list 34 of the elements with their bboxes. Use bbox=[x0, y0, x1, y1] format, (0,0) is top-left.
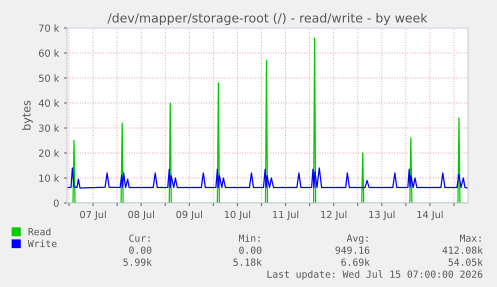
text: Max: bbox=[460, 234, 481, 242]
y-axis-title: bytes bbox=[22, 100, 33, 130]
text: 949.16 bbox=[335, 246, 370, 254]
x-tick-label: 12 Jul bbox=[321, 210, 346, 220]
text: 5.18k bbox=[233, 258, 262, 266]
x-tick-label: 07 Jul bbox=[80, 210, 106, 220]
y-tick-label: 40 k bbox=[38, 99, 60, 107]
text: 54.05k bbox=[448, 258, 483, 266]
x-tick-label: 10 Jul bbox=[224, 210, 250, 220]
x-tick-label: 08 Jul bbox=[128, 210, 154, 220]
chart-title: /dev/mapper/storage-root (/) - read/write - by week bbox=[107, 12, 428, 26]
y-tick-label: 70 k bbox=[39, 24, 60, 32]
y-tick-label: 60 k bbox=[38, 49, 60, 57]
y-tick-label: 20 k bbox=[38, 149, 60, 157]
y-tick-label: 0 bbox=[54, 199, 59, 207]
legend-label: Write bbox=[28, 240, 57, 248]
text: Avg: bbox=[346, 234, 368, 244]
text: 5.99k bbox=[123, 258, 152, 266]
y-tick-label: 30 k bbox=[39, 124, 60, 132]
text: 412.08k bbox=[442, 246, 483, 254]
text: 0.00 bbox=[239, 246, 262, 254]
text: Last update: Wed Jul 15 07:00:00 2026 bbox=[267, 270, 482, 280]
x-tick-label: 11 Jul bbox=[273, 210, 298, 220]
x-tick-label: 14 Jul bbox=[417, 210, 443, 220]
y-tick-label: 50 k bbox=[39, 74, 60, 82]
y-tick-label: 10 k bbox=[39, 174, 60, 182]
text: 0.00 bbox=[129, 246, 152, 254]
x-tick-label: 13 Jul bbox=[369, 210, 394, 220]
text: Min: bbox=[238, 234, 260, 242]
text: Cur: bbox=[129, 234, 150, 242]
text: 6.69k bbox=[341, 258, 370, 266]
legend-label: Read bbox=[28, 228, 50, 236]
line-series bbox=[67, 167, 468, 189]
x-tick-label: 09 Jul bbox=[176, 210, 202, 220]
